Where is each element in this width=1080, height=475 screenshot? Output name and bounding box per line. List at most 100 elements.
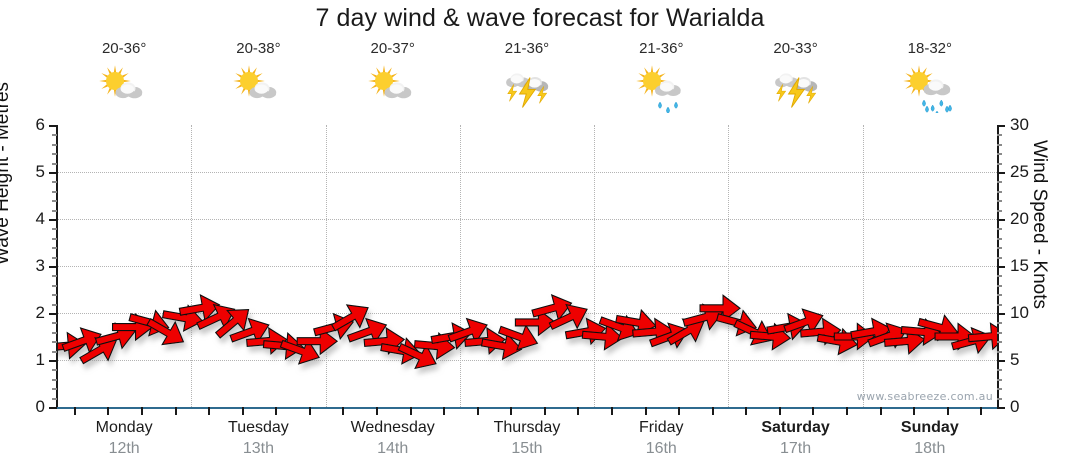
day-name: Thursday: [493, 419, 561, 436]
bottom-tick: [443, 407, 446, 415]
gridline-horizontal: [57, 219, 997, 220]
gridline-horizontal: [57, 313, 997, 314]
right-tick: [997, 125, 1005, 127]
bottom-tick: [375, 407, 378, 415]
right-minor-tick: [997, 322, 1002, 325]
right-minor-tick: [997, 200, 1002, 203]
left-minor-tick: [52, 378, 57, 381]
wind-arrow: [699, 294, 741, 323]
right-tick-label: 30: [1010, 115, 1029, 134]
wind-arrow: [531, 294, 573, 322]
day-header: 20-38°: [191, 40, 325, 125]
left-minor-tick: [52, 275, 57, 278]
sun-cloud-icon: [93, 61, 155, 118]
gridline-horizontal: [57, 360, 997, 361]
left-minor-tick: [52, 397, 57, 400]
day-label: Monday 12th: [57, 418, 191, 468]
left-minor-tick: [52, 153, 57, 156]
bottom-axis-spine: [57, 407, 997, 409]
day-header: 20-37°: [326, 40, 460, 125]
bottom-tick: [140, 407, 143, 415]
right-tick-label: 10: [1010, 303, 1029, 322]
right-minor-tick: [997, 181, 1002, 184]
day-date: 17th: [779, 440, 812, 457]
right-minor-tick: [997, 237, 1002, 240]
wind-arrow: [346, 317, 388, 345]
left-minor-tick: [52, 369, 57, 372]
page-title: 7 day wind & wave forecast for Warialda: [315, 4, 765, 32]
day-header: 21-36°: [594, 40, 728, 125]
bottom-tick: [678, 407, 681, 415]
right-minor-tick: [997, 284, 1002, 287]
bottom-tick: [208, 407, 211, 415]
bottom-tick: [275, 407, 278, 415]
day-temperature-range: 20-36°: [101, 40, 147, 57]
left-tick-label: 2: [35, 303, 45, 322]
left-tick-label: 1: [35, 350, 45, 369]
day-name: Saturday: [761, 419, 830, 436]
wind-arrow-layer: [57, 293, 997, 370]
day-temperature-range: 20-38°: [236, 40, 281, 57]
left-minor-tick: [52, 294, 57, 297]
day-name: Friday: [639, 419, 684, 436]
day-label: Friday 16th: [594, 418, 728, 468]
wind-arrow: [214, 308, 250, 339]
left-tick-label: 3: [35, 256, 45, 275]
right-tick-label: 25: [1010, 162, 1029, 181]
day-temperature-range: 21-36°: [504, 40, 550, 57]
wind-arrow: [783, 308, 824, 335]
day-label: Wednesday 14th: [326, 418, 460, 468]
left-minor-tick: [52, 303, 57, 306]
day-date: 13th: [242, 440, 274, 457]
right-minor-tick: [997, 256, 1002, 259]
left-tick: [49, 407, 57, 409]
bottom-tick: [73, 407, 76, 415]
wind-arrow: [196, 303, 236, 331]
right-minor-tick: [997, 143, 1002, 146]
left-minor-tick: [52, 322, 57, 325]
left-minor-tick: [52, 350, 57, 353]
right-tick-label: 20: [1010, 209, 1029, 228]
bottom-tick: [107, 407, 110, 415]
left-minor-tick: [52, 209, 57, 212]
right-tick-label: 5: [1010, 350, 1020, 369]
left-minor-tick: [52, 228, 57, 231]
right-minor-tick: [997, 209, 1002, 212]
right-minor-tick: [997, 134, 1002, 137]
cloud-thunder-icon: [496, 61, 558, 118]
right-tick: [997, 172, 1005, 174]
left-axis-spine: [56, 125, 58, 408]
left-tick: [49, 313, 57, 315]
wind-arrow: [61, 327, 102, 354]
bottom-tick: [610, 407, 613, 415]
day-date: 14th: [377, 440, 409, 457]
right-tick: [997, 360, 1005, 362]
plot-area: 0 1 2 3 4 5 6 0 5 10 15 20 25 30 www.seabreeze.com.a…: [36, 115, 1029, 416]
right-minor-tick: [997, 303, 1002, 306]
wind-arrow: [648, 322, 690, 349]
wind-arrow: [967, 322, 997, 351]
right-minor-tick: [997, 294, 1002, 297]
day-header: 21-36°: [460, 40, 594, 125]
left-minor-tick: [52, 237, 57, 240]
right-minor-tick: [997, 190, 1002, 193]
right-tick: [997, 407, 1005, 409]
bottom-tick: [342, 407, 345, 415]
left-minor-tick: [52, 143, 57, 146]
left-tick-label: 4: [35, 209, 45, 228]
day-name: Monday: [95, 419, 153, 436]
left-minor-tick: [52, 181, 57, 184]
wind-arrow: [497, 324, 539, 351]
bottom-tick: [845, 407, 848, 415]
day-header: 20-33°: [728, 40, 862, 125]
left-tick-label: 5: [35, 162, 45, 181]
right-minor-tick: [997, 397, 1002, 400]
bottom-tick: [644, 407, 647, 415]
left-tick: [49, 360, 57, 362]
left-tick-label: 0: [35, 397, 45, 416]
bottom-tick: [879, 407, 882, 415]
left-tick: [49, 266, 57, 268]
gridline-vertical: [325, 125, 327, 407]
left-minor-tick: [52, 331, 57, 334]
